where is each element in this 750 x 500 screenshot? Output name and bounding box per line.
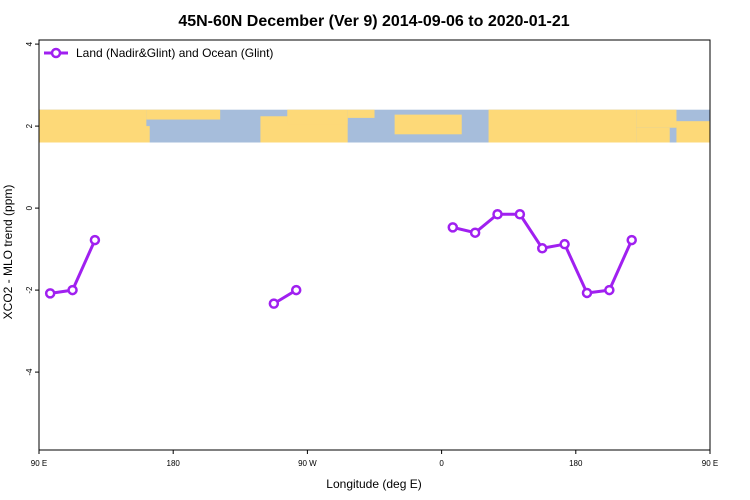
x-tick-label: 180 — [569, 459, 583, 468]
data-point — [581, 287, 593, 299]
map-land-patch — [394, 114, 462, 135]
legend-entry-label: Land (Nadir&Glint) and Ocean (Glint) — [76, 46, 273, 60]
legend: Land (Nadir&Glint) and Ocean (Glint) — [44, 46, 273, 60]
y-tick-label: -4 — [25, 368, 34, 376]
x-tick-label: 0 — [439, 459, 444, 468]
x-tick-label: 90 E — [702, 459, 718, 468]
y-tick-label: 0 — [25, 205, 34, 210]
data-point — [89, 234, 101, 246]
data-point — [447, 222, 459, 233]
map-land-patch — [146, 109, 221, 120]
plot-frame — [38, 39, 711, 451]
map-land-patch — [488, 109, 637, 143]
data-point — [604, 284, 615, 296]
world-map-band — [39, 109, 710, 143]
x-tick-label: 180 — [167, 459, 181, 468]
data-point — [44, 288, 56, 299]
x-axis-label: Longitude (deg E) — [326, 477, 421, 491]
data-point — [537, 243, 548, 254]
data-point — [559, 238, 570, 250]
map-land-patch — [676, 121, 710, 143]
y-tick-label: 4 — [25, 41, 34, 46]
x-tick-label: 90 E — [31, 459, 47, 468]
x-tick-label: 90 W — [298, 459, 317, 468]
map-land-patch — [109, 126, 150, 143]
y-axis-label: XCO2 - MLO trend (ppm) — [1, 185, 15, 320]
y-tick-label: -2 — [25, 286, 34, 294]
y-axis: 4 2 0 -2 -4 — [25, 41, 39, 376]
map-land-patch — [636, 127, 670, 143]
map-land-patch — [636, 109, 677, 128]
data-point — [492, 209, 503, 220]
map-land-patch — [347, 109, 375, 118]
data-point — [268, 298, 280, 309]
data-point — [67, 284, 78, 296]
legend-marker-swatch — [50, 47, 62, 59]
data-point — [469, 227, 481, 238]
series-layer — [44, 209, 637, 309]
data-point — [626, 234, 637, 246]
x-axis: 90 E 180 90 W 0 180 90 E — [31, 450, 718, 468]
chart-title: 45N-60N December (Ver 9) 2014-09-06 to 2… — [178, 13, 569, 30]
data-point — [514, 209, 526, 220]
data-point — [290, 284, 302, 296]
map-land-patch — [287, 109, 348, 125]
y-tick-label: 2 — [25, 123, 34, 128]
